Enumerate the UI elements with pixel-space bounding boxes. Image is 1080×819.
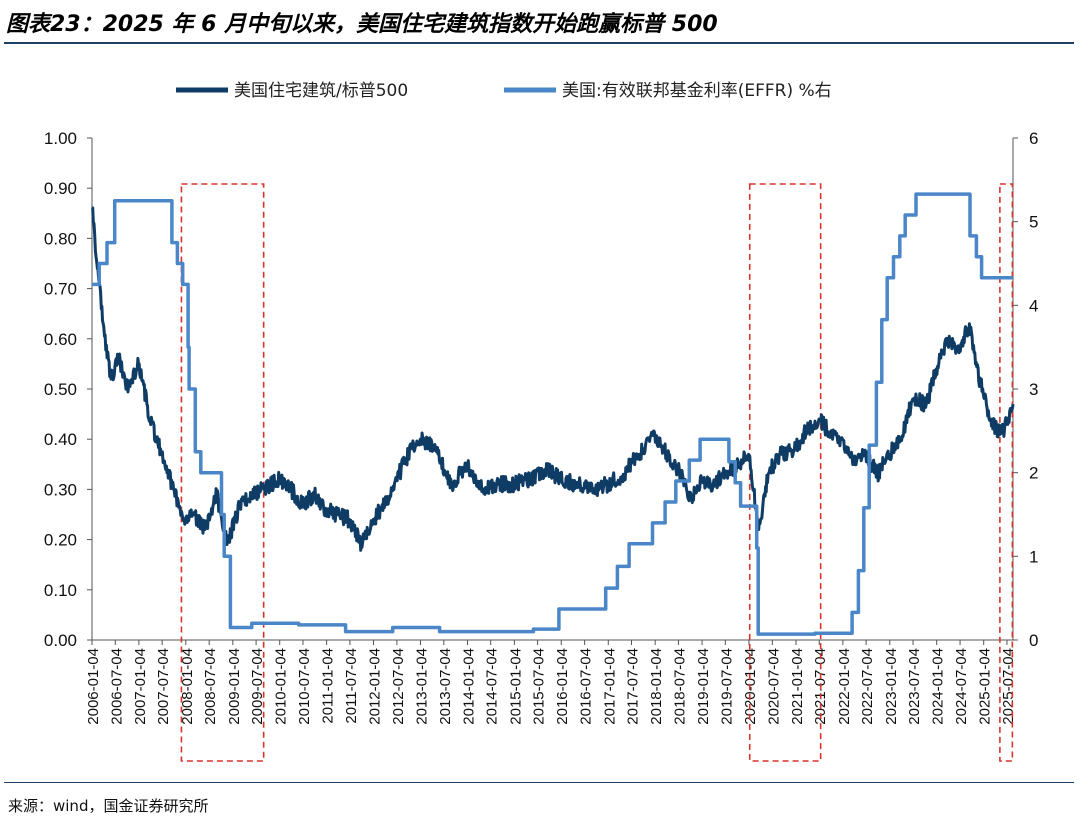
- highlight-boxes: [180, 183, 1014, 762]
- legend-label-series1: 美国住宅建筑/标普500: [234, 81, 408, 101]
- x-tick-label: 2022-01-04: [836, 648, 853, 725]
- y-right-tick-label: 1: [1029, 547, 1038, 566]
- x-tick-label: 2025-01-04: [977, 648, 994, 725]
- x-tick-label: 2023-01-04: [883, 648, 900, 725]
- page-title: 图表23：2025 年 6 月中旬以来，美国住宅建筑指数开始跑赢标普 500: [6, 12, 718, 37]
- axes: 0.00 0.10 0.20 0.30 0.40 0.50 0.60 0.70 0.80 0.90…: [44, 129, 1039, 725]
- legend-label-series2: 美国:有效联邦基金利率(EFFR) %右: [562, 81, 832, 101]
- y-right-tick-label: 4: [1029, 296, 1038, 315]
- footer-divider: [4, 782, 1074, 783]
- y-left-tick-label: 0.70: [44, 280, 77, 299]
- x-tick-label: 2007-07-04: [155, 648, 172, 725]
- highlight-box: [748, 183, 822, 762]
- y-right-tick-label: 5: [1029, 213, 1038, 232]
- x-tick-label: 2019-01-04: [695, 648, 712, 725]
- y-left-tick-label: 0.50: [44, 380, 77, 399]
- y-left-tick-label: 0.30: [44, 480, 77, 499]
- y-right-tick-label: 3: [1029, 380, 1038, 399]
- x-tick-label: 2010-01-04: [273, 648, 290, 725]
- x-tick-label: 2011-01-04: [320, 648, 337, 724]
- y-right-tick-label: 6: [1029, 129, 1038, 148]
- x-tick-label: 2022-07-04: [859, 648, 876, 725]
- x-tick-label: 2024-01-04: [930, 648, 947, 725]
- x-tick-label: 2023-07-04: [906, 648, 923, 725]
- x-tick-label: 2019-07-04: [718, 648, 735, 725]
- x-tick-label: 2017-01-04: [601, 648, 618, 725]
- y-left-tick-label: 0.90: [44, 179, 77, 198]
- source-note: 来源：wind，国金证券研究所: [8, 797, 209, 815]
- x-tick-label: 2020-07-04: [765, 648, 782, 725]
- series-line-2: [92, 192, 1013, 636]
- legend: 美国住宅建筑/标普500 美国:有效联邦基金利率(EFFR) %右: [176, 81, 832, 101]
- x-tick-label: 2015-07-04: [531, 648, 548, 725]
- x-tick-label: 2015-01-04: [507, 648, 524, 725]
- highlight-box: [180, 183, 265, 762]
- x-tick-label: 2011-07-04: [343, 648, 360, 724]
- y-left-tick-label: 0.40: [44, 430, 77, 449]
- x-tick-label: 2009-07-04: [249, 648, 266, 725]
- y-left-tick-label: 0.20: [44, 531, 77, 550]
- x-tick-label: 2014-01-04: [460, 648, 477, 725]
- x-tick-label: 2012-01-04: [367, 648, 384, 725]
- y-right-tick-label: 0: [1029, 631, 1038, 650]
- x-tick-label: 2016-01-04: [554, 648, 571, 725]
- y-left-tick-label: 0.60: [44, 330, 77, 349]
- x-tick-label: 2018-01-04: [648, 648, 665, 725]
- y-left-tick-label: 0.00: [44, 631, 77, 650]
- y-left-tick-label: 0.80: [44, 229, 77, 248]
- x-tick-label: 2006-01-04: [85, 648, 102, 725]
- x-tick-label: 2014-07-04: [484, 648, 501, 725]
- y-right-tick-label: 2: [1029, 464, 1038, 483]
- x-tick-label: 2006-07-04: [108, 648, 125, 725]
- x-tick-label: 2021-01-04: [789, 648, 806, 725]
- x-tick-label: 2024-07-04: [953, 648, 970, 725]
- x-tick-label: 2008-07-04: [202, 648, 219, 725]
- x-tick-label: 2017-07-04: [625, 648, 642, 725]
- title-divider: [4, 42, 1074, 44]
- chart: 美国住宅建筑/标普500 美国:有效联邦基金利率(EFFR) %右 0.000.…: [44, 81, 1039, 762]
- x-tick-label: 2008-01-04: [179, 648, 196, 725]
- y-left-tick-label: 0.10: [44, 581, 77, 600]
- x-tick-label: 2007-01-04: [132, 648, 149, 725]
- x-tick-label: 2016-07-04: [578, 648, 595, 725]
- x-tick-label: 2025-07-04: [1000, 648, 1017, 725]
- x-tick-label: 2013-01-04: [414, 648, 431, 725]
- x-tick-label: 2013-07-04: [437, 648, 454, 725]
- y-left-tick-label: 1.00: [44, 129, 77, 148]
- x-tick-label: 2018-07-04: [671, 648, 688, 725]
- highlight-box: [999, 183, 1014, 762]
- x-tick-label: 2009-01-04: [226, 648, 243, 725]
- x-tick-label: 2012-07-04: [390, 648, 407, 725]
- series-lines: [91, 192, 1015, 636]
- x-tick-label: 2010-07-04: [296, 648, 313, 725]
- series-line-1: [91, 206, 1015, 552]
